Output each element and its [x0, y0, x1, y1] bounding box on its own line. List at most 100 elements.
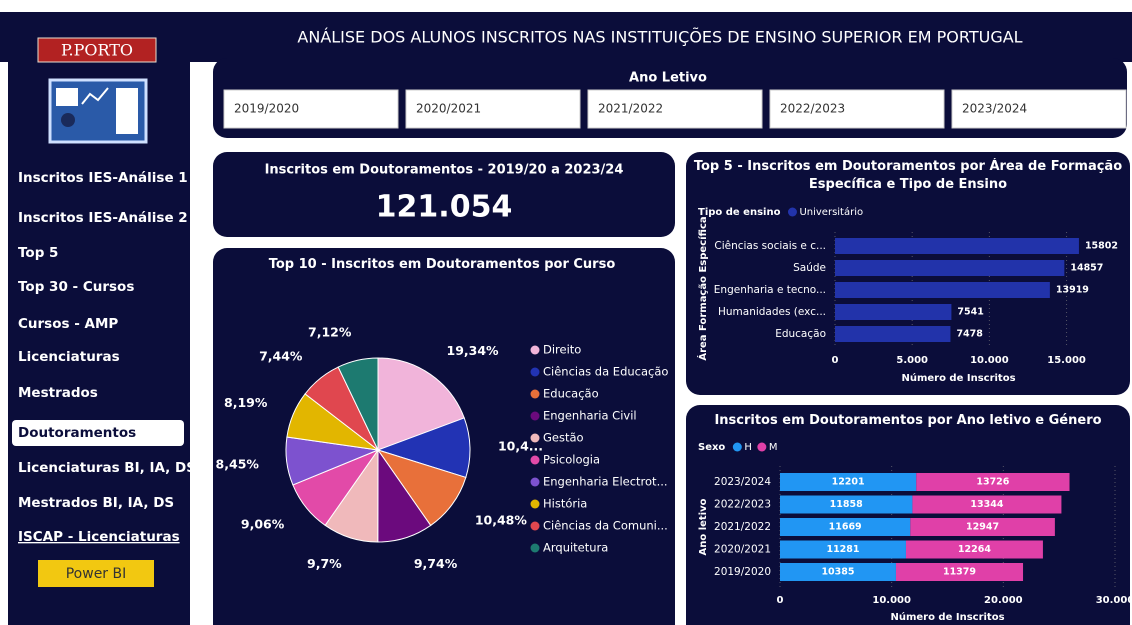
icon-part	[56, 88, 78, 106]
bar	[905, 540, 1043, 559]
nav-item[interactable]: Top 30 - Cursos	[18, 279, 134, 295]
pie-label: 8,45%	[216, 456, 260, 471]
nav-item[interactable]: Licenciaturas	[18, 349, 120, 365]
y-axis-title: Ano letivo	[698, 498, 709, 555]
legend-label: Ciências da Educação	[543, 365, 668, 379]
x-tick-label: 0	[777, 595, 784, 606]
nav-item[interactable]: Licenciaturas BI, IA, DS	[18, 460, 196, 476]
logo-box	[37, 37, 157, 63]
bar	[835, 282, 1050, 298]
pie-label: 10,48%	[475, 512, 528, 527]
legend-swatch	[530, 411, 540, 421]
legend-label: Universitário	[799, 206, 863, 218]
nav-item[interactable]: Inscritos IES-Análise 2	[18, 210, 188, 226]
logo: P.PORTO	[61, 41, 133, 60]
pie-label: 8,19%	[224, 395, 268, 410]
legend-swatch	[530, 367, 540, 377]
legend-label: História	[543, 497, 587, 511]
pie-label: 9,7%	[307, 556, 342, 571]
nav-item[interactable]: Mestrados BI, IA, DS	[18, 495, 174, 511]
powerbi-label[interactable]: Power BI	[66, 566, 127, 582]
legend-label: Ciências da Comuni...	[543, 519, 668, 533]
slicer-option-label[interactable]: 2020/2021	[416, 102, 481, 116]
powerbi-button[interactable]	[38, 560, 154, 587]
y-tick-label: 2021/2022	[714, 521, 771, 533]
data-label: 11669	[829, 522, 862, 533]
chart-title-box: Top 10 - Inscritos em Doutoramentos por …	[269, 257, 616, 272]
y-tick-label: 2022/2023	[714, 499, 771, 511]
x-tick-label: 30.000	[1096, 595, 1132, 606]
chart-title: Inscritos em Doutoramentos por Ano letiv…	[714, 413, 1102, 428]
data-label: 13726	[976, 477, 1009, 488]
data-label: 7541	[957, 307, 983, 318]
bar	[835, 304, 952, 320]
bar	[780, 563, 896, 581]
data-label: 11379	[943, 567, 976, 578]
data-label: 12264	[958, 544, 991, 555]
slicer-option-label[interactable]: 2023/2024	[962, 102, 1027, 116]
legend-label: Direito	[543, 343, 581, 357]
x-tick-label: 10.000	[970, 355, 1009, 366]
y-tick-label: 2020/2021	[714, 544, 771, 556]
y-tick-label: Humanidades (exc...	[718, 306, 826, 318]
x-tick-label: 10.000	[872, 595, 911, 606]
slicer-option[interactable]	[951, 89, 1127, 129]
bar	[780, 473, 917, 491]
slicer-option-label[interactable]: 2019/2020	[234, 102, 299, 116]
icon-part	[116, 88, 138, 134]
header-title: ANÁLISE DOS ALUNOS INSCRITOS NAS INSTITU…	[297, 28, 1022, 47]
data-label: 12947	[966, 522, 999, 533]
bar	[780, 495, 913, 514]
legend-swatch	[530, 499, 540, 509]
data-label: 10385	[821, 567, 854, 578]
x-tick-label: 0	[832, 355, 839, 366]
nav-item[interactable]: Mestrados	[18, 385, 98, 401]
nav-item[interactable]: Top 5	[18, 245, 58, 261]
chart-title-box: Top 5 - Inscritos em Doutoramentos por Á…	[694, 159, 1122, 192]
slicer-option[interactable]	[405, 89, 581, 129]
bar	[780, 518, 911, 536]
x-axis-title: Número de Inscritos	[890, 611, 1004, 623]
nav-item[interactable]: Inscritos IES-Análise 1	[18, 170, 188, 186]
kpi-value: 121.054	[376, 190, 513, 225]
pie-slice	[377, 357, 465, 451]
x-axis-title: Número de Inscritos	[901, 372, 1015, 384]
slicer-title: Ano Letivo	[629, 71, 707, 86]
slicer-option[interactable]	[587, 89, 763, 129]
y-tick-label: 2023/2024	[714, 476, 771, 488]
data-label: 11858	[830, 499, 863, 510]
chart-title-box: Inscritos em Doutoramentos por Ano letiv…	[714, 413, 1102, 428]
slicer-option-label[interactable]: 2021/2022	[598, 102, 663, 116]
legend-swatch	[787, 207, 797, 217]
y-tick-label: Educação	[775, 328, 826, 340]
y-axis-title: Área Formação Específica	[696, 216, 709, 360]
data-label: 13344	[970, 499, 1003, 510]
data-label: 12201	[832, 477, 865, 488]
x-tick-label: 15.000	[1047, 355, 1086, 366]
legend-label: Engenharia Electrot...	[543, 475, 668, 489]
legend-label: Arquitetura	[543, 541, 608, 555]
legend-swatch	[530, 389, 540, 399]
pie-label: 7,12%	[308, 324, 352, 339]
nav-item[interactable]: Cursos - AMP	[18, 316, 118, 332]
slicer-option[interactable]	[769, 89, 945, 129]
nav-item[interactable]: Doutoramentos	[18, 425, 136, 441]
legend-label: Gestão	[543, 431, 584, 445]
data-label: 15802	[1085, 241, 1118, 252]
bar	[780, 540, 906, 559]
legend-swatch	[530, 477, 540, 487]
pie-label: 9,74%	[414, 556, 458, 571]
y-tick-label: Ciências sociais e c...	[714, 240, 826, 252]
pie-slice	[337, 357, 379, 451]
slicer-option-label[interactable]: 2022/2023	[780, 102, 845, 116]
bar	[910, 518, 1055, 536]
legend-swatch	[530, 543, 540, 553]
y-tick-label: 2019/2020	[714, 566, 771, 578]
kpi-panel	[213, 152, 675, 237]
nav-item[interactable]: ISCAP - Licenciaturas	[18, 529, 180, 545]
data-label: 11281	[826, 544, 859, 555]
slicer-option[interactable]	[223, 89, 399, 129]
pie-label: 10,4...	[498, 438, 543, 453]
legend-label: Engenharia Civil	[543, 409, 637, 423]
